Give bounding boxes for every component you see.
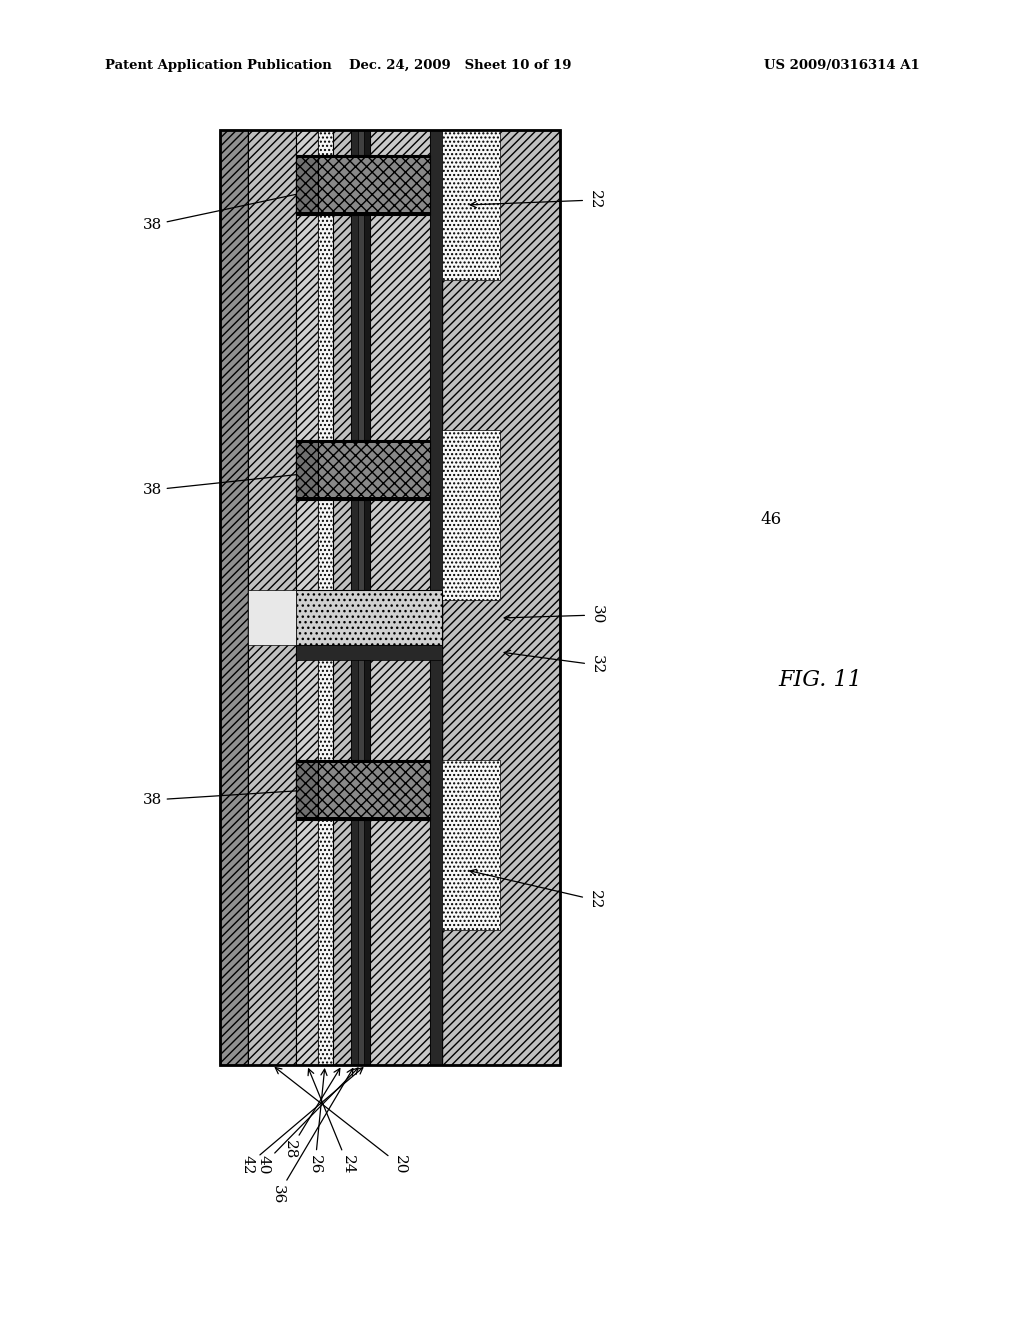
Text: Dec. 24, 2009   Sheet 10 of 19: Dec. 24, 2009 Sheet 10 of 19 xyxy=(349,58,571,71)
Bar xyxy=(442,129,500,280)
Bar xyxy=(296,760,430,763)
Bar xyxy=(296,498,430,500)
Bar xyxy=(296,154,318,215)
Bar xyxy=(220,129,248,1065)
Bar xyxy=(296,760,318,820)
Bar xyxy=(351,129,358,1065)
Text: 38: 38 xyxy=(142,185,336,232)
Bar xyxy=(358,129,364,1065)
Text: 22: 22 xyxy=(470,870,602,909)
Bar xyxy=(296,154,430,158)
Text: FIG. 11: FIG. 11 xyxy=(778,669,862,690)
Bar xyxy=(296,440,430,444)
Bar xyxy=(318,154,430,215)
Bar xyxy=(442,430,500,601)
Text: 22: 22 xyxy=(470,190,602,210)
Bar xyxy=(248,129,296,1065)
Text: 20: 20 xyxy=(275,1068,407,1175)
Bar xyxy=(318,129,333,1065)
Text: 26: 26 xyxy=(308,1069,327,1175)
Bar xyxy=(220,129,560,1065)
Bar xyxy=(318,440,430,500)
Bar xyxy=(442,129,560,1065)
Text: 24: 24 xyxy=(308,1069,355,1175)
Bar xyxy=(318,760,430,820)
Text: 28: 28 xyxy=(283,1069,340,1160)
Text: 40: 40 xyxy=(256,1068,358,1175)
Bar xyxy=(296,440,318,500)
Text: 38: 38 xyxy=(142,788,306,807)
Bar xyxy=(430,129,442,1065)
Text: US 2009/0316314 A1: US 2009/0316314 A1 xyxy=(764,58,920,71)
Bar xyxy=(248,590,296,645)
Text: 38: 38 xyxy=(142,469,336,498)
Text: 46: 46 xyxy=(760,511,781,528)
Text: Patent Application Publication: Patent Application Publication xyxy=(105,58,332,71)
Text: 30: 30 xyxy=(504,606,604,624)
Bar xyxy=(296,645,442,660)
Text: 32: 32 xyxy=(504,651,604,675)
Bar xyxy=(296,213,430,215)
Text: 36: 36 xyxy=(271,1069,353,1205)
Bar xyxy=(333,129,351,1065)
Text: 42: 42 xyxy=(241,1068,362,1175)
Bar xyxy=(370,129,430,1065)
Bar xyxy=(364,129,370,1065)
Bar xyxy=(296,590,442,645)
Bar xyxy=(296,129,318,1065)
Bar xyxy=(442,760,500,931)
Bar xyxy=(296,817,430,820)
